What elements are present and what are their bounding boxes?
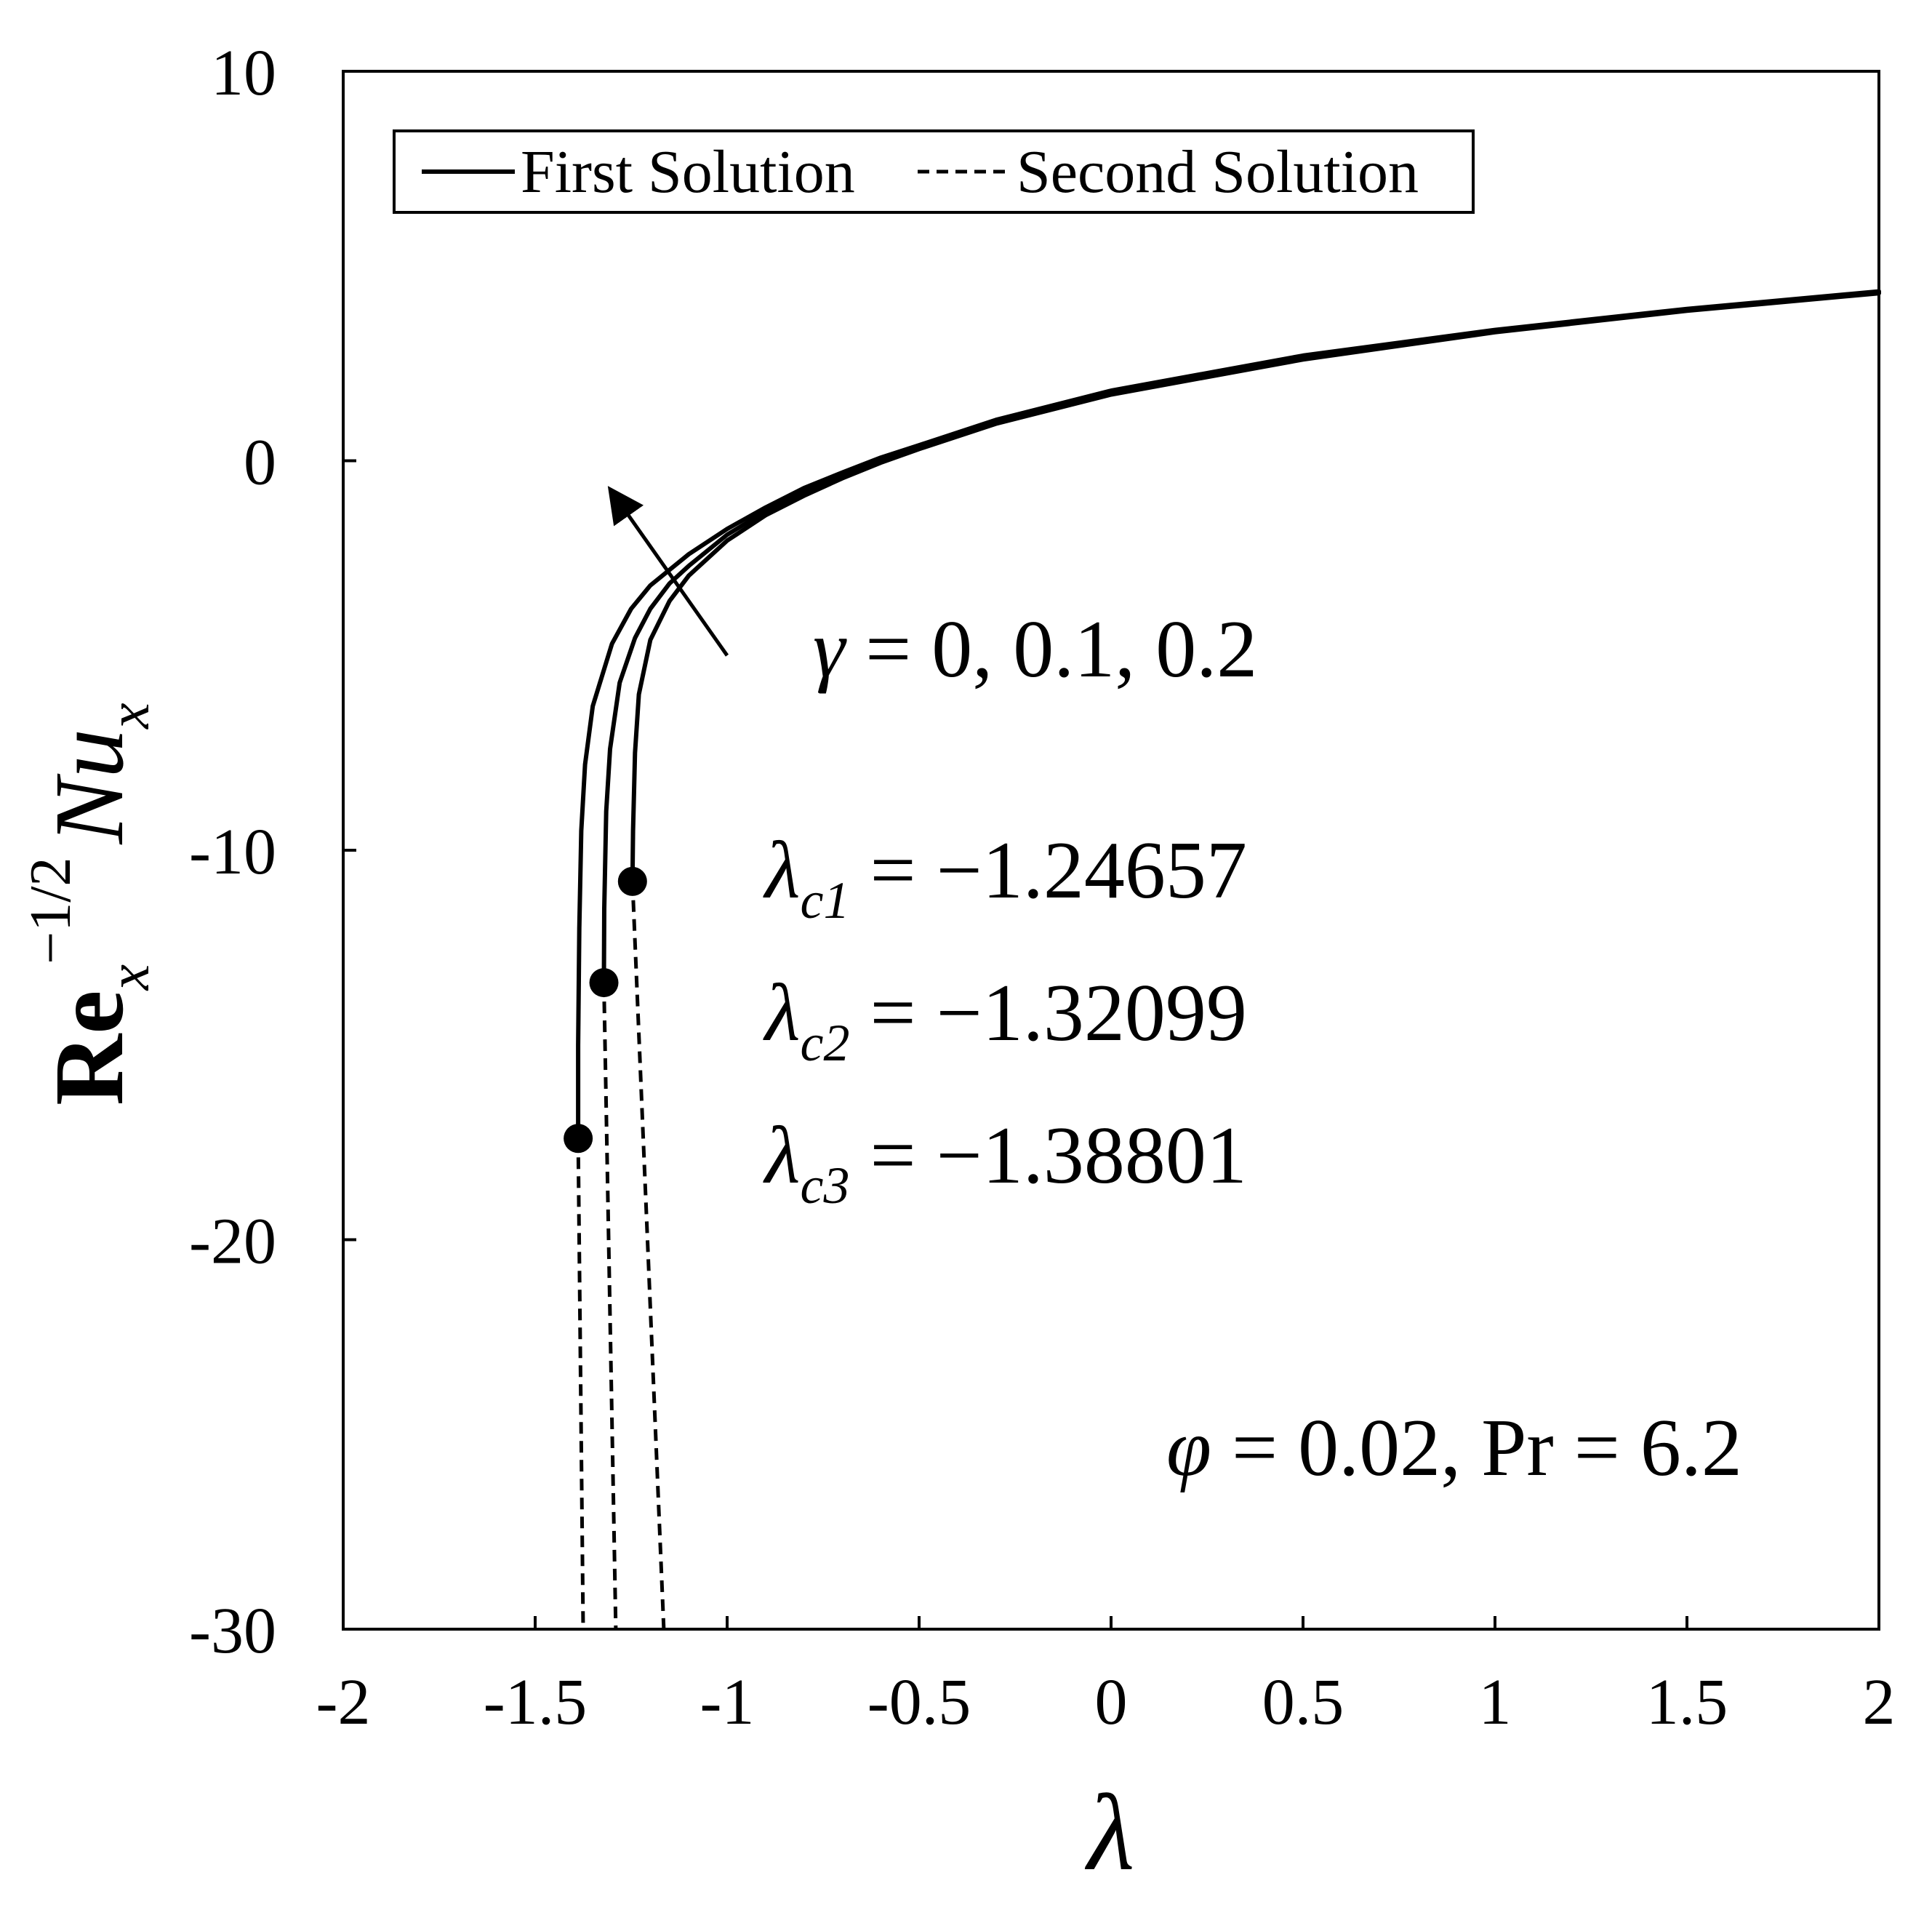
lambda-c2-value: = −1.32099 <box>849 968 1246 1058</box>
pr-symbol: Pr <box>1481 1403 1554 1493</box>
lambda-c3-annotation: λc3 = −1.38801 <box>763 1111 1247 1215</box>
lambda-c1-annotation: λc1 = −1.24657 <box>763 825 1247 929</box>
tick-labels: -2 -1.5 -1 -0.5 0 0.5 1 1.5 2 10 0 -10 -20 -30 <box>189 37 1895 1738</box>
x-tick-label: 0 <box>1095 1666 1128 1738</box>
x-tick-label: 1 <box>1479 1666 1512 1738</box>
lambda-c1-value: = −1.24657 <box>849 825 1246 916</box>
x-tick-label: -1.5 <box>484 1666 587 1738</box>
y-axis-title: Rex−1/2Nux <box>19 703 161 1106</box>
lambda-c3-sub: c3 <box>801 1156 850 1215</box>
x-tick-label: -2 <box>316 1666 371 1738</box>
x-tick-label: 1.5 <box>1646 1666 1728 1738</box>
x-tick-label: -1 <box>700 1666 755 1738</box>
y-tick-label: 0 <box>244 427 276 499</box>
critical-point-1 <box>617 866 647 896</box>
parameters-annotation: φ = 0.02, Pr = 6.2 <box>1166 1403 1742 1493</box>
y-title-sup: −1/2 <box>19 857 83 964</box>
y-title-base-sub: x <box>97 964 161 991</box>
y-tick-label: -30 <box>189 1595 276 1667</box>
y-tick-label: -20 <box>189 1206 276 1278</box>
x-axis-title: λ <box>1085 1772 1135 1893</box>
x-tick-label: 0.5 <box>1262 1666 1344 1738</box>
second-solution-curve-2 <box>602 983 618 1630</box>
pr-value: = 6.2 <box>1554 1403 1742 1493</box>
lambda-c1-symbol: λ <box>763 825 801 916</box>
critical-point-3 <box>564 1124 593 1154</box>
lambda-c3-value: = −1.38801 <box>849 1111 1246 1201</box>
gamma-symbol: γ <box>813 604 847 695</box>
legend-first-solution: First Solution <box>521 138 855 206</box>
second-solution-curve-3 <box>576 1138 585 1630</box>
x-tick-label: -0.5 <box>867 1666 971 1738</box>
y-title-second: Nu <box>35 729 144 845</box>
y-tick-label: 10 <box>211 37 276 109</box>
critical-point-2 <box>589 968 619 998</box>
first-solution-curve-1 <box>630 291 1881 884</box>
lambda-c2-symbol: λ <box>763 968 801 1058</box>
lambda-c3-symbol: λ <box>763 1111 801 1201</box>
phi-symbol: φ <box>1166 1403 1211 1493</box>
y-title-second-sub: x <box>97 703 161 729</box>
legend: First Solution Second Solution <box>393 129 1475 214</box>
lambda-c1-sub: c1 <box>801 871 850 929</box>
x-tick-label: 2 <box>1863 1666 1896 1738</box>
lambda-c2-sub: c2 <box>801 1014 850 1072</box>
curves <box>576 289 1881 1630</box>
second-solution-curve-1 <box>630 881 666 1630</box>
gamma-annotation: γ = 0, 0.1, 0.2 <box>813 604 1257 695</box>
y-title-base: Re <box>35 990 144 1106</box>
gamma-arrow <box>607 486 729 657</box>
legend-second-solution: Second Solution <box>1017 138 1419 206</box>
gamma-values: = 0, 0.1, 0.2 <box>845 604 1257 695</box>
lambda-c2-annotation: λc2 = −1.32099 <box>763 968 1247 1072</box>
ticks <box>343 459 1688 1629</box>
critical-points <box>564 866 647 1154</box>
phi-value: = 0.02, <box>1211 1403 1481 1493</box>
legend-box <box>393 129 1475 214</box>
y-tick-label: -10 <box>189 816 276 888</box>
first-solution-curve-3 <box>576 289 1881 1141</box>
